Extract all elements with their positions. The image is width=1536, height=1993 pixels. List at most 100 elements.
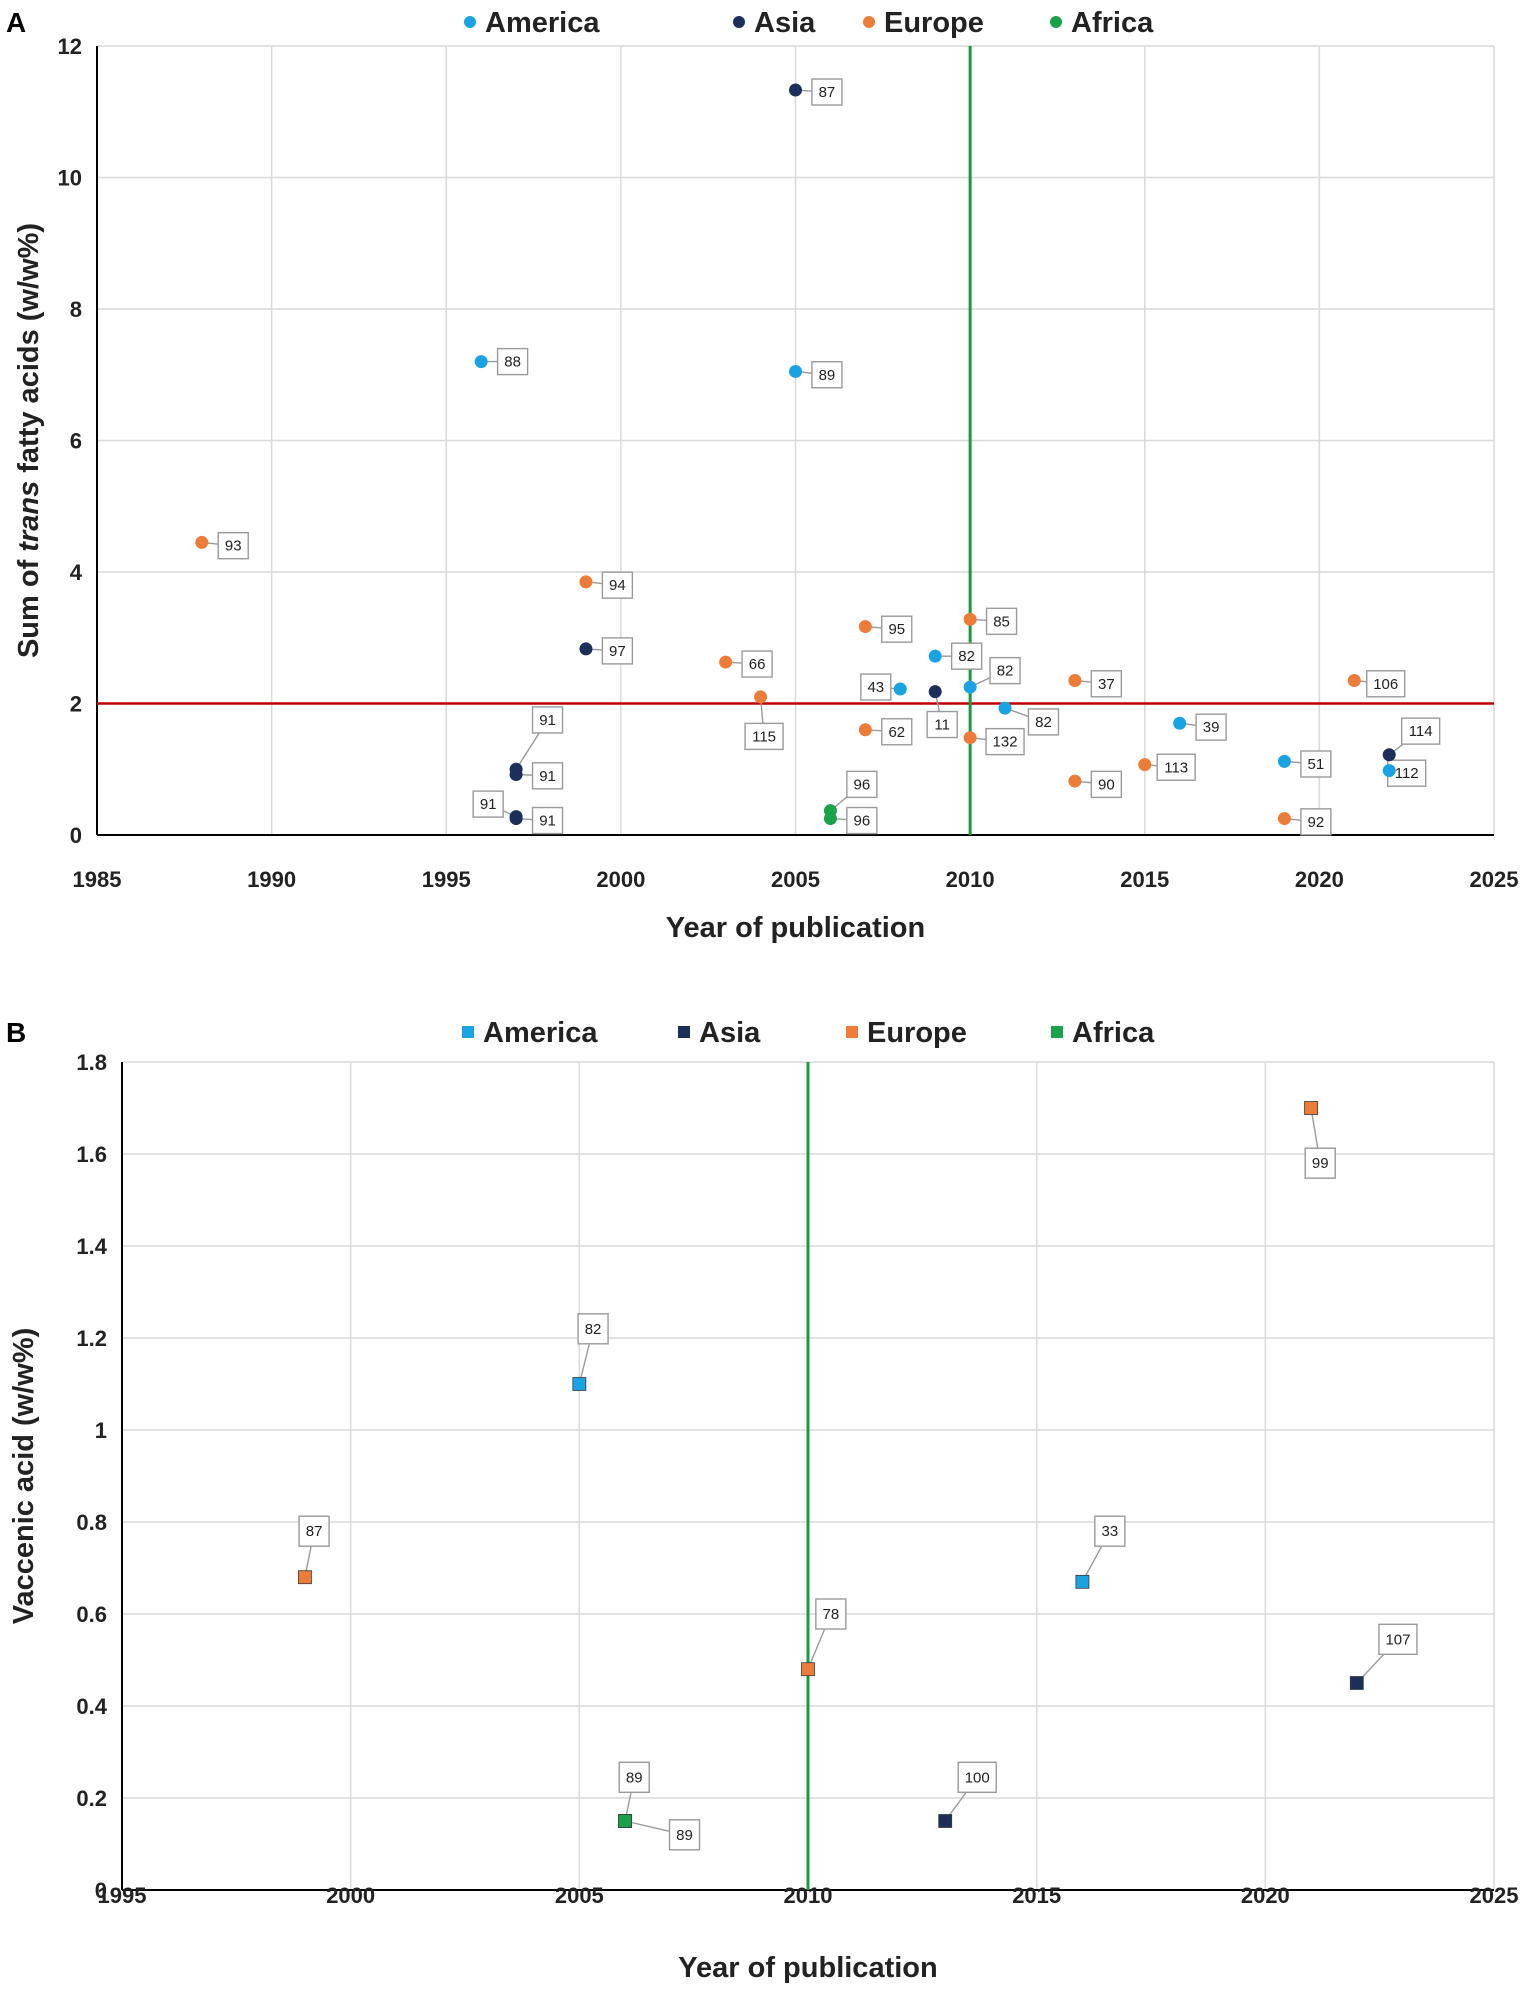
data-point-europe: [754, 690, 768, 704]
callout-box: [846, 806, 878, 835]
data-point-america: [474, 355, 488, 369]
callout-label: 96: [854, 813, 871, 830]
data-point-europe: [1304, 1101, 1318, 1115]
data-point-europe: [963, 731, 977, 745]
callout-label: 43: [867, 679, 884, 696]
y-tick-label: 0.6: [76, 1602, 107, 1627]
y-tick-label: 6: [70, 429, 82, 454]
callout-box: [950, 642, 983, 670]
data-point-europe: [579, 575, 593, 589]
data-points: [298, 1101, 1364, 1828]
callout-label: 33: [1101, 1523, 1118, 1540]
y-tick-label: 1.6: [76, 1142, 107, 1167]
callout-label: 91: [480, 796, 497, 813]
y-tick-label: 0.4: [76, 1694, 107, 1719]
y-tick-label: 1.2: [76, 1326, 107, 1351]
legend-item-africa: Africa: [1051, 1017, 1155, 1049]
callout-box: [496, 347, 529, 376]
y-axis-title: Sum of trans fatty acids (w/w%): [13, 223, 45, 658]
y-tick-label: 12: [58, 34, 82, 59]
callout-label: 78: [823, 1606, 840, 1623]
x-tick-label: 2010: [946, 867, 995, 892]
callout-label: 132: [993, 734, 1018, 751]
panel-a-chart: A 1985 1990 1995 2000 2005 2010 2015 2020 2025 0 2 4…: [6, 7, 1518, 944]
data-point-america: [963, 680, 977, 694]
callout-label: 89: [626, 1769, 643, 1786]
x-tick-label: 2025: [1470, 867, 1519, 892]
data-point-america: [1075, 1574, 1090, 1589]
legend-marker-africa: [1050, 16, 1062, 28]
callout-label: 82: [997, 663, 1014, 680]
y-tick-label: 8: [70, 297, 82, 322]
legend-label-africa: Africa: [1071, 7, 1154, 39]
callout-box: [531, 762, 564, 790]
callout-label: 96: [854, 776, 871, 793]
x-tick-label: 2015: [1120, 867, 1169, 892]
callout-label: 82: [958, 648, 975, 665]
y-axis-title: Vaccenic acid (w/w%): [8, 1328, 40, 1625]
legend-marker-america: [462, 1026, 474, 1038]
callout-label: 85: [993, 613, 1010, 630]
legend-item-africa: Africa: [1050, 7, 1154, 39]
data-point-america: [789, 364, 802, 378]
y-tick-label: 1.4: [76, 1234, 107, 1259]
callout-label: 100: [965, 1769, 990, 1786]
legend-item-europe: Europe: [863, 7, 984, 39]
legend-label-europe: Europe: [867, 1017, 967, 1049]
data-points: [195, 83, 1396, 826]
callout-label: 66: [749, 656, 766, 673]
legend-label-europe: Europe: [884, 7, 984, 39]
callout-box: [985, 727, 1025, 756]
data-point-europe: [1277, 812, 1291, 826]
callout-box: [1300, 808, 1332, 836]
panel-letter: B: [6, 1017, 26, 1048]
callout-box: [1195, 713, 1227, 741]
legend-marker-europe: [863, 16, 875, 28]
callout-box: [531, 706, 564, 734]
legend-marker-africa: [1051, 1026, 1063, 1038]
callout-label: 92: [1308, 814, 1325, 831]
callout-box: [1027, 708, 1060, 736]
callout-label: 91: [539, 813, 556, 830]
legend-marker-asia: [678, 1026, 690, 1038]
callout-label: 88: [504, 354, 521, 371]
callout-box: [531, 806, 564, 835]
x-tick-label: 2025: [1470, 1883, 1519, 1908]
callout-box: [577, 1313, 609, 1345]
callout-box: [985, 607, 1018, 636]
callout-box: [601, 571, 634, 599]
y-tick-label: 0: [70, 823, 82, 848]
x-tick-label: 2000: [596, 867, 645, 892]
data-point-asia: [509, 812, 523, 826]
x-tick-label: 2015: [1012, 1883, 1061, 1908]
callout-label: 94: [609, 577, 626, 594]
y-tick-label: 0.2: [76, 1786, 107, 1811]
callout-label: 87: [819, 84, 836, 101]
callout-box: [811, 361, 843, 389]
data-point-africa: [618, 1814, 632, 1828]
data-point-europe: [858, 620, 872, 634]
callout-label: 99: [1312, 1155, 1329, 1172]
data-point-asia: [509, 768, 523, 782]
legend-marker-europe: [846, 1026, 858, 1038]
callout-label: 82: [1035, 714, 1052, 731]
callout-label: 11: [934, 717, 950, 734]
x-tick-label: 2005: [555, 1883, 604, 1908]
callout-box: [1090, 670, 1123, 698]
x-tick-label: 2005: [771, 867, 820, 892]
callout-box: [1400, 717, 1441, 745]
data-point-europe: [1068, 673, 1082, 687]
callout-label: 107: [1385, 1631, 1410, 1648]
panel-letter: A: [6, 7, 26, 38]
callout-box: [926, 710, 958, 739]
callout-label: 114: [1409, 723, 1433, 740]
callout-label: 89: [819, 367, 836, 384]
callout-label: 115: [752, 728, 776, 745]
callout-box: [1300, 750, 1332, 778]
legend-label-africa: Africa: [1072, 1017, 1155, 1049]
y-tick-label: 0.8: [76, 1510, 107, 1535]
data-point-europe: [1068, 774, 1082, 788]
callout-box: [618, 1761, 650, 1794]
